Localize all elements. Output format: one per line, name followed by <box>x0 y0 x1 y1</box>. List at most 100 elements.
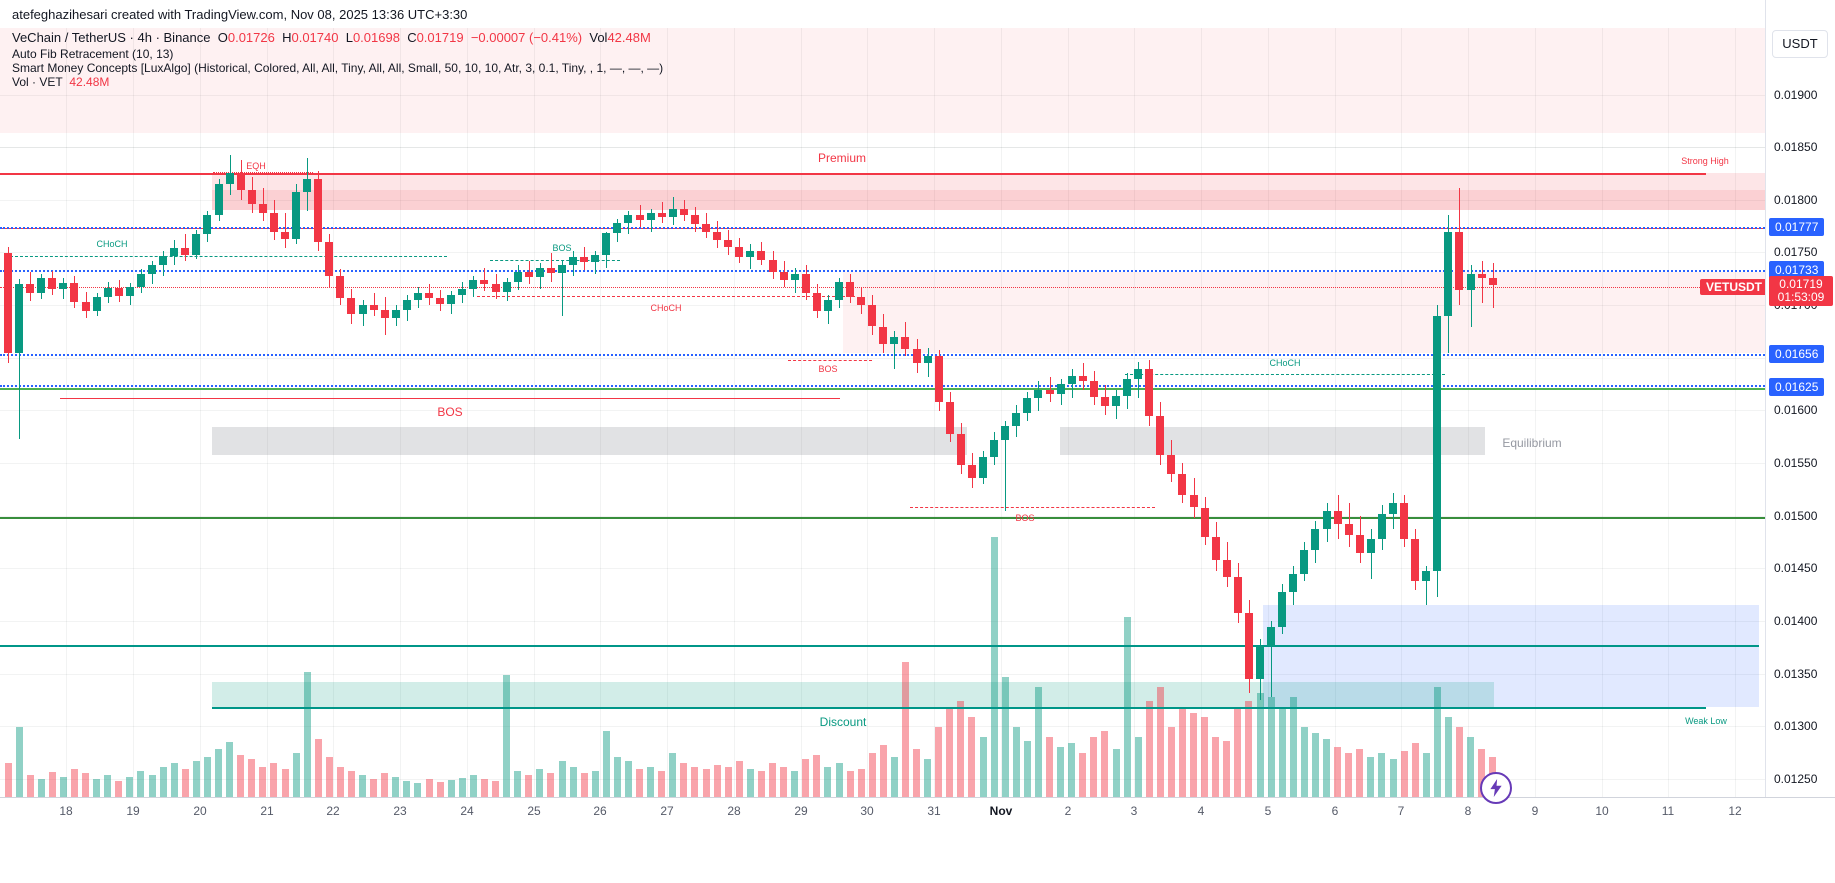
candlestick <box>402 300 411 310</box>
candlestick <box>148 265 157 274</box>
volume-bar <box>70 769 78 797</box>
candlestick <box>303 179 312 192</box>
volume-bar <box>901 662 909 797</box>
time-axis-label: 11 <box>1661 804 1675 818</box>
volume-bar <box>4 763 12 797</box>
candlestick-wick <box>1271 621 1273 697</box>
volume-bar <box>503 675 511 797</box>
candlestick <box>1477 273 1486 279</box>
indicator-row-autofib[interactable]: Auto Fib Retracement (10, 13) <box>12 47 174 61</box>
high-value: 0.01740 <box>291 30 339 45</box>
symbol-legend-row[interactable]: VeChain / TetherUS · 4h · Binance O0.017… <box>12 30 651 45</box>
grid-vertical-line <box>667 28 668 797</box>
grid-horizontal-line <box>0 200 1765 201</box>
choch-label-red: CHoCH <box>650 303 682 313</box>
candlestick <box>1411 539 1420 582</box>
grid-vertical-line <box>1602 28 1603 797</box>
grid-vertical-line <box>734 28 735 797</box>
volume-bar <box>1433 687 1441 797</box>
candlestick <box>591 254 600 263</box>
volume-bar <box>159 767 167 797</box>
price-axis-label: 0.01750 <box>1774 245 1818 259</box>
volume-bar <box>1455 727 1463 797</box>
candlestick <box>48 278 57 289</box>
price-axis[interactable]: USDT 0.019000.018500.018000.017500.01700… <box>1765 0 1835 797</box>
time-axis-label: 7 <box>1397 804 1405 818</box>
grid-vertical-line <box>66 28 67 797</box>
grid-horizontal-line <box>0 516 1765 517</box>
candlestick <box>1189 494 1198 508</box>
lightning-icon <box>1490 779 1502 797</box>
candlestick <box>912 348 921 364</box>
candlestick <box>269 212 278 232</box>
supply-order-block-core <box>212 190 1765 210</box>
candlestick-wick <box>19 279 21 440</box>
chart-pane[interactable]: EQH CHoCH BOS Premium CHoCH BOS BOS CHoCH BOS Equ… <box>0 0 1765 797</box>
volume-bar <box>1112 749 1120 797</box>
premium-zone <box>0 28 1765 133</box>
candlestick <box>1056 384 1065 394</box>
volume-bar <box>979 737 987 797</box>
candlestick-wick <box>894 330 896 369</box>
volume-bar <box>514 771 522 797</box>
volume-bar <box>1090 737 1098 797</box>
volume-bar <box>890 757 898 797</box>
candlestick <box>192 233 201 255</box>
price-axis-label: 0.01800 <box>1774 193 1818 207</box>
candlestick <box>535 267 544 278</box>
currency-toggle-button[interactable]: USDT <box>1772 30 1828 58</box>
candlestick <box>469 280 478 289</box>
volume-bar <box>392 777 400 797</box>
grid-vertical-line <box>333 28 334 797</box>
choch-label-left: CHoCH <box>96 239 128 249</box>
volume-bar <box>325 757 333 797</box>
candlestick <box>1001 426 1010 441</box>
boost-lightning-button[interactable] <box>1480 772 1512 804</box>
grid-vertical-line <box>867 28 868 797</box>
candlestick <box>668 208 677 218</box>
indicator-row-smc[interactable]: Smart Money Concepts [LuxAlgo] (Historic… <box>12 61 664 75</box>
grid-vertical-line <box>600 28 601 797</box>
candlestick <box>425 292 434 299</box>
candlestick <box>447 294 456 305</box>
volume-bar <box>835 763 843 797</box>
volume-bar <box>1001 677 1009 797</box>
volume-bar <box>968 717 976 797</box>
volume-bar <box>1356 749 1364 797</box>
candlestick <box>1300 549 1309 574</box>
volume-bar <box>1311 733 1319 797</box>
candlestick <box>823 300 832 311</box>
time-axis-label: 30 <box>860 804 874 818</box>
grid-horizontal-line <box>0 252 1765 253</box>
volume-bar <box>1378 753 1386 797</box>
candlestick-wick <box>562 261 563 316</box>
candlestick <box>325 242 334 276</box>
volume-bar <box>414 783 422 797</box>
time-axis[interactable]: 18 19 20 21 22 23 24 25 26 27 28 29 30 31 Nov 2 3 4 5 6 7 8 9 1… <box>0 797 1835 827</box>
volume-bar <box>48 772 56 797</box>
grid-vertical-line <box>1201 28 1202 797</box>
grid-vertical-line <box>1001 28 1002 797</box>
volume-bar <box>1212 737 1220 797</box>
volume-bar <box>436 782 444 797</box>
fib-0-line <box>0 517 1765 519</box>
volume-bar <box>104 775 112 797</box>
bar-countdown: 01:53:09 <box>1777 290 1825 304</box>
time-axis-label: 27 <box>660 804 674 818</box>
volume-bar <box>658 771 666 797</box>
strong-high-line <box>0 173 1706 175</box>
volume-bar <box>370 779 378 797</box>
volume-bar <box>647 767 655 797</box>
symbol-title[interactable]: VeChain / TetherUS · 4h · Binance <box>12 30 211 45</box>
volume-bar <box>336 767 344 797</box>
time-axis-label: 19 <box>126 804 140 818</box>
candlestick <box>125 286 134 296</box>
grid-vertical-line <box>200 28 201 797</box>
grid-vertical-line <box>1735 28 1736 797</box>
fib-dotted-01625 <box>0 385 1765 387</box>
candlestick-wick <box>185 233 187 262</box>
grid-horizontal-line <box>0 147 1765 148</box>
candlestick <box>37 278 46 293</box>
indicator-row-volume[interactable]: Vol · VET 42.48M <box>12 75 110 89</box>
volume-bar <box>946 709 954 797</box>
